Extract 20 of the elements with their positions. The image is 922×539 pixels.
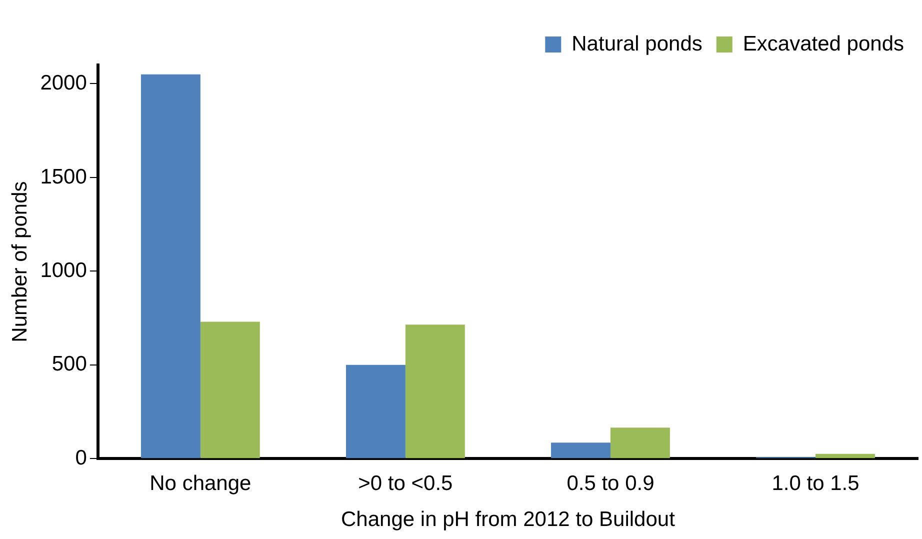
y-tick-label: 1500 — [40, 165, 87, 188]
bar — [405, 324, 465, 458]
y-tick-label: 1000 — [40, 258, 87, 282]
y-tick-label: 0 — [75, 446, 87, 470]
legend-label: Excavated ponds — [742, 32, 904, 56]
bar — [815, 454, 875, 458]
bar — [551, 442, 610, 458]
bar — [610, 428, 670, 458]
bar — [200, 322, 260, 458]
bar — [140, 74, 200, 458]
bar — [346, 364, 406, 458]
x-tick-label: >0 to <0.5 — [358, 472, 453, 495]
y-tick-label: 2000 — [40, 72, 87, 95]
legend-label: Natural ponds — [572, 32, 702, 56]
x-axis-title: Change in pH from 2012 to Buildout — [341, 508, 676, 532]
x-tick-label: 0.5 to 0.9 — [566, 472, 654, 495]
x-tick-label: 1.0 to 1.5 — [772, 472, 860, 495]
x-tick-label: No change — [150, 472, 252, 495]
y-tick-label: 500 — [52, 352, 87, 376]
y-axis-title: Number of ponds — [8, 181, 32, 342]
